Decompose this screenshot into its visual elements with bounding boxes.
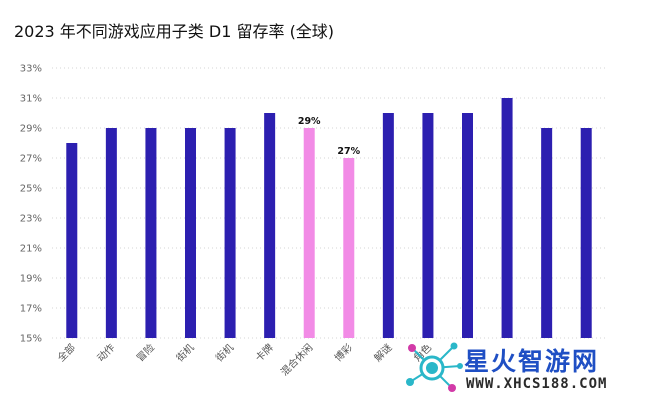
bar	[303, 128, 315, 338]
data-labels: 29% 27%	[298, 116, 361, 157]
y-tick-label: 15%	[20, 334, 42, 345]
x-category-label: 街机	[213, 341, 236, 364]
bar	[264, 113, 276, 338]
x-category-label: 街机	[173, 341, 196, 364]
y-tick-label: 21%	[20, 244, 42, 255]
x-category-label: 动作	[95, 342, 118, 365]
chart-title: 2023 年不同游戏应用子类 D1 留存率 (全球)	[14, 22, 335, 41]
bars	[66, 98, 592, 338]
bar	[422, 113, 434, 338]
watermark-brand: 星火智游网	[464, 347, 600, 376]
bar	[462, 113, 473, 338]
bar	[224, 128, 236, 338]
data-label: 27%	[337, 146, 360, 157]
y-tick-label: 33%	[20, 64, 42, 75]
data-label: 29%	[298, 116, 321, 127]
bar	[105, 128, 117, 338]
y-axis-ticks: 15% 17% 19% 21% 23% 25% 27% 29% 31% 33%	[20, 64, 42, 345]
x-category-label: 混合休闲	[278, 341, 315, 378]
y-tick-label: 27%	[20, 154, 42, 165]
x-category-label: 冒险	[134, 341, 157, 364]
bar	[145, 128, 157, 338]
bar	[541, 128, 553, 338]
x-category-label: 解谜	[371, 341, 394, 364]
y-tick-label: 31%	[20, 94, 42, 105]
x-category-label: 博彩	[332, 341, 355, 364]
x-category-label: 卡牌	[252, 341, 275, 364]
bar	[580, 128, 592, 338]
grid-lines	[52, 67, 606, 339]
y-tick-label: 19%	[20, 274, 42, 285]
bar	[382, 113, 394, 338]
network-logo-icon	[406, 342, 463, 392]
bar	[501, 98, 513, 338]
bar	[66, 143, 78, 338]
watermark: 星火智游网 WWW.XHCS188.COM	[402, 338, 646, 398]
x-axis-categories: 全部 动作 冒险 街机 街机 卡牌 混合休闲 博彩 解谜 角色	[55, 341, 434, 378]
bar	[185, 128, 196, 338]
watermark-url: WWW.XHCS188.COM	[466, 376, 608, 392]
x-category-label: 全部	[55, 341, 78, 364]
y-tick-label: 17%	[20, 304, 42, 315]
y-tick-label: 29%	[20, 124, 42, 135]
bar	[343, 158, 355, 338]
y-tick-label: 25%	[20, 184, 42, 195]
y-tick-label: 23%	[20, 214, 42, 225]
